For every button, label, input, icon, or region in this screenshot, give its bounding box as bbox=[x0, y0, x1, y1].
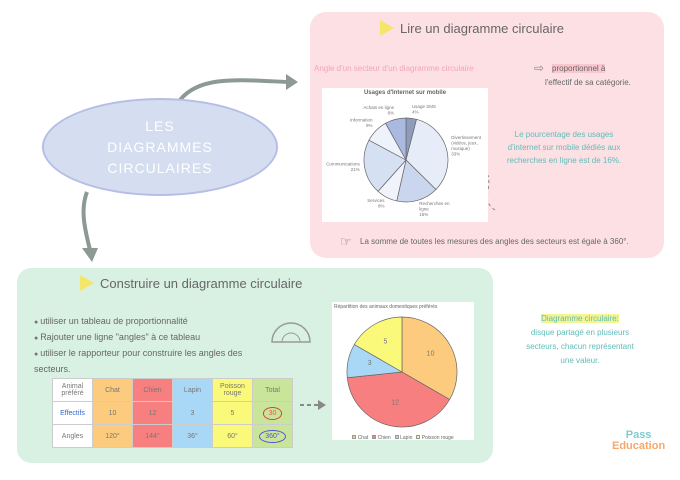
legend-item: Chat bbox=[352, 435, 368, 441]
data-label: 5 bbox=[384, 338, 388, 345]
data-label: 3 bbox=[368, 360, 372, 367]
table-cell: Lapin bbox=[172, 378, 213, 402]
table-cell: 36° bbox=[172, 424, 213, 448]
build-title: Construire un diagramme circulaire bbox=[80, 275, 302, 291]
pie-slice-achats-en-ligne bbox=[385, 117, 407, 162]
table-cell: 30 bbox=[252, 401, 293, 425]
steps-list: utiliser un tableau de proportionnalité … bbox=[34, 314, 262, 377]
data-label: Recherches en ligne 16% bbox=[419, 201, 450, 217]
topic-bubble: LES DIAGRAMMES CIRCULAIRES bbox=[42, 98, 278, 196]
data-label: 10 bbox=[427, 351, 435, 358]
topic-line: DIAGRAMMES bbox=[107, 138, 213, 155]
table-cell: Angles bbox=[52, 424, 93, 448]
pie-slice-chat bbox=[401, 316, 458, 400]
data-label: Services 8% bbox=[367, 198, 385, 209]
data-label: Information 9% bbox=[350, 118, 373, 128]
table-cell: 5 bbox=[212, 401, 253, 425]
topic-line: LES bbox=[145, 117, 175, 134]
data-label: Achats en ligne 8% bbox=[363, 105, 394, 116]
list-item: utiliser le rapporteur pour construire l… bbox=[34, 346, 262, 377]
pie-slice-poisson-rouge bbox=[353, 316, 403, 373]
table-cell: 60° bbox=[212, 424, 253, 448]
table-cell: Effectifs bbox=[52, 401, 93, 425]
pie-slice-divertissement-vid-os-jeux-musique- bbox=[405, 118, 449, 190]
sum-text: La somme de toutes les mesures des angle… bbox=[360, 237, 629, 246]
table-cell: 10 bbox=[92, 401, 133, 425]
legend: Chat Chien Lapin Poisson rouge bbox=[332, 435, 474, 441]
legend-item: Lapin bbox=[394, 435, 412, 441]
list-item: utiliser un tableau de proportionnalité bbox=[34, 314, 262, 330]
build-title-text: Construire un diagramme circulaire bbox=[100, 275, 303, 291]
table-cell: Total bbox=[252, 378, 293, 402]
logo-bottom: Education bbox=[612, 440, 666, 452]
definition-text: disque partagé en plusieurs secteurs, ch… bbox=[526, 328, 634, 365]
table-cell: 120° bbox=[92, 424, 133, 448]
animals-chart: Répartition des animaux domestiques préf… bbox=[332, 302, 474, 441]
table-row: Animal préféré Chat Chien Lapin Poisson roug… bbox=[52, 378, 293, 402]
table-cell: 12 bbox=[132, 401, 173, 425]
table-cell: 3 bbox=[172, 401, 213, 425]
table-cell: 360° bbox=[252, 424, 293, 448]
table-cell: Chien bbox=[132, 378, 173, 402]
definition-term: Diagramme circulaire: bbox=[541, 314, 619, 323]
read-title-text: Lire un diagramme circulaire bbox=[400, 20, 565, 36]
topic-line: CIRCULAIRES bbox=[107, 159, 213, 176]
legend-item: Poisson rouge bbox=[416, 435, 454, 441]
data-label: Usage SMS 4% bbox=[412, 104, 436, 115]
data-label: Divertissement (vidéos, jeux, musique) 33% bbox=[451, 135, 482, 157]
search-note: Le pourcentage des usages d'internet sur… bbox=[506, 130, 622, 165]
legend-item: Chien bbox=[372, 435, 391, 441]
prop-text: proportionnel à bbox=[552, 64, 606, 73]
internet-chart-title: Usages d'Internet sur mobile bbox=[363, 90, 447, 96]
proportion-table: Animal préféré Chat Chien Lapin Poisson roug… bbox=[52, 378, 293, 448]
protractor-icon bbox=[271, 322, 311, 343]
triangle-icon bbox=[380, 20, 394, 36]
pie-slice-communications bbox=[363, 139, 407, 192]
logo: Pass Education bbox=[612, 430, 665, 452]
pie-slice-chien bbox=[346, 371, 451, 428]
logo-top: Pass bbox=[625, 429, 652, 441]
table-row: Angles 120° 144° 36° 60° 360° bbox=[52, 424, 293, 448]
arrow-icon: ⇨ bbox=[534, 61, 545, 75]
prop-text-2: l'effectif de sa catégorie. bbox=[545, 78, 631, 87]
triangle-icon bbox=[80, 275, 94, 291]
data-label: 12 bbox=[391, 399, 399, 406]
table-cell: Animal préféré bbox=[52, 378, 93, 402]
definition: Diagramme circulaire: disque partagé en … bbox=[525, 312, 635, 368]
data-label: Communications 21% bbox=[326, 161, 360, 172]
table-cell: 144° bbox=[132, 424, 173, 448]
hand-icon: ☞ bbox=[340, 234, 352, 249]
internet-chart: Usages d'Internet sur mobile Usage SMS 4%… bbox=[322, 88, 488, 222]
list-item: Rajouter une ligne "angles" à ce tableau bbox=[34, 330, 262, 346]
angle-text: Angle d'un secteur d'un diagramme circul… bbox=[314, 64, 474, 73]
animals-chart-title: Répartition des animaux domestiques préf… bbox=[334, 304, 438, 310]
read-title: Lire un diagramme circulaire bbox=[380, 20, 564, 36]
table-cell: Poisson rouge bbox=[212, 378, 253, 402]
table-row: Effectifs 10 12 3 5 30 bbox=[52, 401, 293, 425]
table-cell: Chat bbox=[92, 378, 133, 402]
